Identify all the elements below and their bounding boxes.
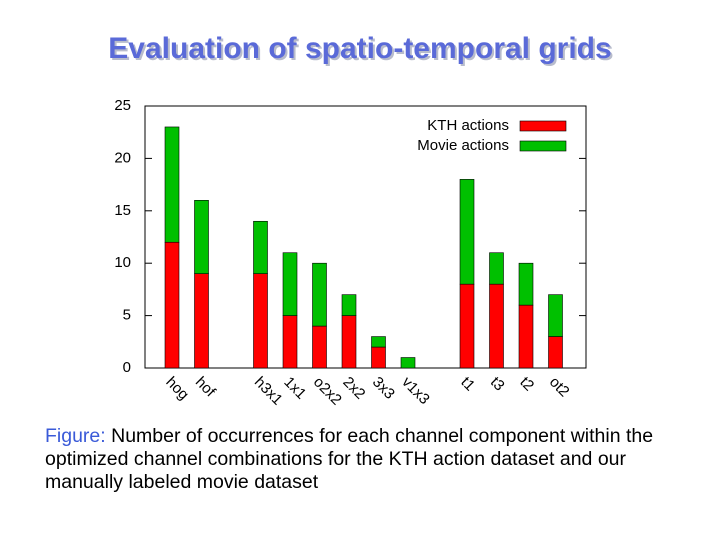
bar-segment — [489, 283, 504, 369]
caption: Figure: Number of occurrences for each c… — [45, 425, 675, 494]
bar-segment — [400, 357, 416, 369]
y-tick-label: 10 — [114, 254, 131, 271]
bar-segment — [459, 283, 475, 369]
x-tick-label: t3 — [487, 374, 508, 395]
x-tick-label: v1x3 — [398, 374, 432, 408]
bar-segment — [371, 336, 386, 348]
bar-segment — [548, 336, 563, 369]
x-tick-label: 1x1 — [280, 374, 309, 403]
bar-segment — [253, 273, 268, 369]
y-tick-label: 5 — [123, 307, 131, 324]
bar-segment — [164, 126, 180, 243]
x-tick-label: o2x2 — [310, 374, 345, 409]
caption-label: Figure: — [45, 425, 106, 447]
x-tick-label: 2x2 — [339, 374, 368, 403]
caption-text: Number of occurrences for each channel c… — [45, 425, 654, 493]
legend-label: Movie actions — [417, 137, 509, 154]
bar-segment — [518, 304, 534, 369]
x-tick-label: hog — [162, 374, 192, 404]
bar-segment — [312, 262, 327, 327]
bar-segment — [489, 252, 504, 285]
bar-segment — [282, 315, 298, 369]
x-tick-label: ot2 — [546, 374, 573, 401]
bar-segment — [164, 241, 180, 369]
bar-segment — [282, 252, 298, 316]
x-tick-label: t2 — [516, 374, 537, 395]
bar-segment — [312, 325, 327, 369]
bar-segment — [341, 294, 357, 316]
bar-segment — [548, 294, 563, 337]
bar-segment — [341, 315, 357, 369]
legend-swatch — [519, 120, 567, 132]
bar-segment — [371, 346, 386, 369]
legend-swatch — [519, 140, 567, 152]
x-tick-label: h3x1 — [251, 374, 286, 409]
y-tick-label: 15 — [114, 202, 131, 219]
bar-segment — [194, 200, 209, 274]
bar-segment — [518, 262, 534, 306]
bar-segment — [253, 220, 268, 274]
legend-label: KTH actions — [427, 117, 509, 134]
bar-segment — [194, 273, 209, 369]
y-tick-label: 20 — [114, 149, 131, 166]
y-tick-label: 0 — [123, 359, 131, 376]
y-tick-label: 25 — [114, 97, 131, 114]
x-tick-label: hof — [192, 374, 219, 401]
title-shadow: Evaluation of spatio-temporal grids — [110, 34, 613, 67]
plot-frame — [144, 105, 587, 369]
chart-title: Evaluation of spatio-temporal grids — [108, 32, 611, 65]
x-tick-label: t1 — [457, 374, 478, 395]
bar-segment — [459, 179, 475, 285]
x-tick-label: 3x3 — [369, 374, 398, 403]
